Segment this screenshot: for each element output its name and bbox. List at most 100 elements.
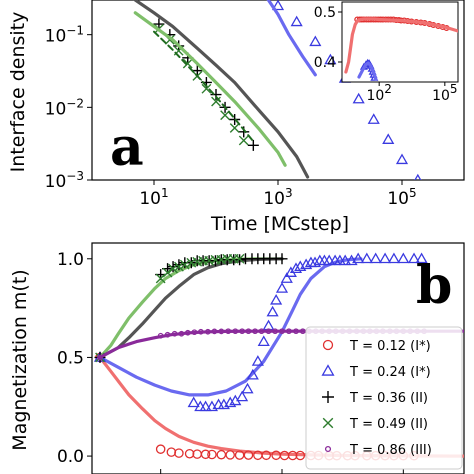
panel-b-series-3-point [266, 305, 279, 317]
panel-b-series-1-point [295, 450, 306, 461]
panel-b-ytick-label: 0.0 [57, 447, 84, 467]
inset-series-1-line [344, 17, 458, 74]
panel-b-series-9-point [245, 328, 252, 335]
panel-a-ytick-label: 10−3 [45, 169, 84, 192]
panel-b-series-3-point [187, 396, 200, 408]
panel-b-series-3-point [280, 272, 293, 283]
panel-a-xtick-label: 101 [139, 186, 168, 209]
legend-entry: T = 0.86 (III) [324, 443, 432, 458]
panel-b-series-3-point [241, 382, 254, 394]
inset-series-3-line [357, 61, 378, 81]
panel-b-series-3-point [251, 355, 264, 366]
inset-marks [344, 16, 458, 81]
panel-b-series-6-point [173, 259, 185, 271]
panel-b-series-3-point [270, 293, 283, 305]
panel-b-series-9-point [286, 328, 292, 335]
panel-b-series-9-point [293, 328, 299, 335]
panel-b-ytick-label: 1.0 [57, 250, 84, 270]
panel-b-series-9-point [205, 328, 211, 335]
panel-a-series-3-point [220, 110, 230, 121]
panel-a-series-3-point [201, 83, 212, 94]
panel-a-series-0-point [414, 173, 422, 180]
panel-a-ylabel: Interface density [7, 12, 29, 173]
panel-b-series-9-point [265, 328, 272, 335]
panel-a-series-4-line [133, 0, 310, 179]
panel-b-series-6-point [167, 261, 179, 273]
panel-a-series-0-point [352, 92, 365, 104]
panel-b-series-1-point [261, 450, 272, 461]
panel-b-yticks: 0.0 0.5 1.0 [57, 250, 92, 467]
panel-b-series-9-point [164, 331, 171, 338]
panel-b-series-3-point [289, 262, 303, 274]
panel-b-series-9-point [157, 332, 164, 339]
panel-b-series-1-point [225, 450, 235, 460]
panel-a-series-0-point [309, 35, 322, 47]
panel-b-series-3-point [397, 252, 410, 264]
panel-b-series-3-point [379, 252, 392, 264]
panel-a-ytick-label: 10−1 [45, 24, 84, 47]
panel-a: 101 103 105 10−3 10−2 10−1 Time [MCstep] Int… [7, 0, 465, 235]
legend-label: T = 0.49 (II) [349, 417, 428, 432]
panel-b: 0.0 0.5 1.0 Magnetization m(t) b T = 0.12 … [9, 242, 465, 474]
panel-b-series-1-point [207, 449, 217, 460]
panel-b-series-9-point [258, 328, 265, 335]
legend-marker [322, 339, 334, 351]
panel-a-series-3-point [182, 58, 193, 69]
panel-b-xticks [160, 469, 404, 474]
panel-b-series-9-point [171, 330, 178, 337]
legend-marker [324, 445, 332, 453]
panel-b-series-9-point [211, 328, 218, 335]
panel-b-series-3-point [323, 254, 336, 266]
panel-b-series-9-point [232, 328, 239, 335]
panel-b-series-3-point [415, 252, 428, 264]
inset-ytick-label: 0.5 [314, 5, 336, 21]
legend-label: T = 0.36 (II) [349, 391, 428, 406]
panel-b-series-7-point [168, 263, 178, 274]
panel-a-series-0-point [271, 0, 285, 11]
legend-marker [322, 391, 334, 403]
panel-b-series-6-point [276, 253, 288, 265]
panel-b-series-7-point [174, 261, 184, 272]
svg-text:Magnetization m(t): Magnetization m(t) [9, 269, 31, 450]
panel-a-series-0-point [367, 113, 380, 124]
panel-a-letter: a [110, 117, 144, 178]
panel-a-inset: 102 105 0.4 0.5 [314, 1, 459, 104]
panel-b-series-1-point [184, 448, 195, 459]
panel-b-series-3-point [246, 368, 259, 380]
panel-b-frame [91, 242, 465, 474]
legend-entry: T = 0.36 (II) [322, 391, 428, 406]
panel-b-series-3-point [352, 252, 365, 264]
panel-b-series-9-point [239, 328, 245, 335]
panel-a-ytick-label: 10−2 [45, 96, 84, 119]
panel-b-series-1-point [174, 448, 184, 458]
panel-b-series-3-point [308, 256, 322, 268]
panel-b-series-9-point [178, 330, 185, 337]
panel-a-series-2-point [247, 139, 259, 151]
panel-b-series-1-point [287, 450, 298, 461]
panel-b-series-3-point [257, 335, 270, 347]
panel-a-series-0-point [290, 15, 303, 27]
panel-a-xtick-label: 103 [263, 186, 292, 209]
panel-b-legend: T = 0.12 (I*) T = 0.24 (I*) T = 0.36 (II) T… [305, 326, 463, 470]
panel-b-ylabel-text: Magnetization m(t) [9, 269, 31, 450]
panel-a-series-0-point [395, 153, 409, 165]
panel-b-series-3-point [224, 396, 237, 408]
panel-a-series-6-line [153, 30, 255, 143]
legend-box [305, 326, 463, 470]
panel-b-series-2-line [98, 257, 363, 397]
panel-b-series-1-point [200, 449, 211, 460]
panel-a-series-5-line [133, 11, 287, 167]
legend-entry: T = 0.49 (II) [322, 417, 428, 432]
panel-b-series-4-line [98, 257, 284, 359]
panel-a-series-3-point [229, 123, 240, 133]
panel-a-xlabel: Time [MCstep] [210, 213, 349, 235]
panel-a-series-0-point [382, 133, 395, 144]
panel-b-series-3-point [387, 252, 401, 264]
panel-b-ylabel: Magnetization m(t) [9, 269, 31, 450]
panel-a-series-1-line [266, 0, 317, 77]
panel-b-series-5-line [98, 257, 284, 359]
panel-b-series-9-point [198, 328, 204, 335]
panel-b-series-9-point [299, 328, 306, 335]
panel-b-series-1-point [243, 450, 254, 460]
